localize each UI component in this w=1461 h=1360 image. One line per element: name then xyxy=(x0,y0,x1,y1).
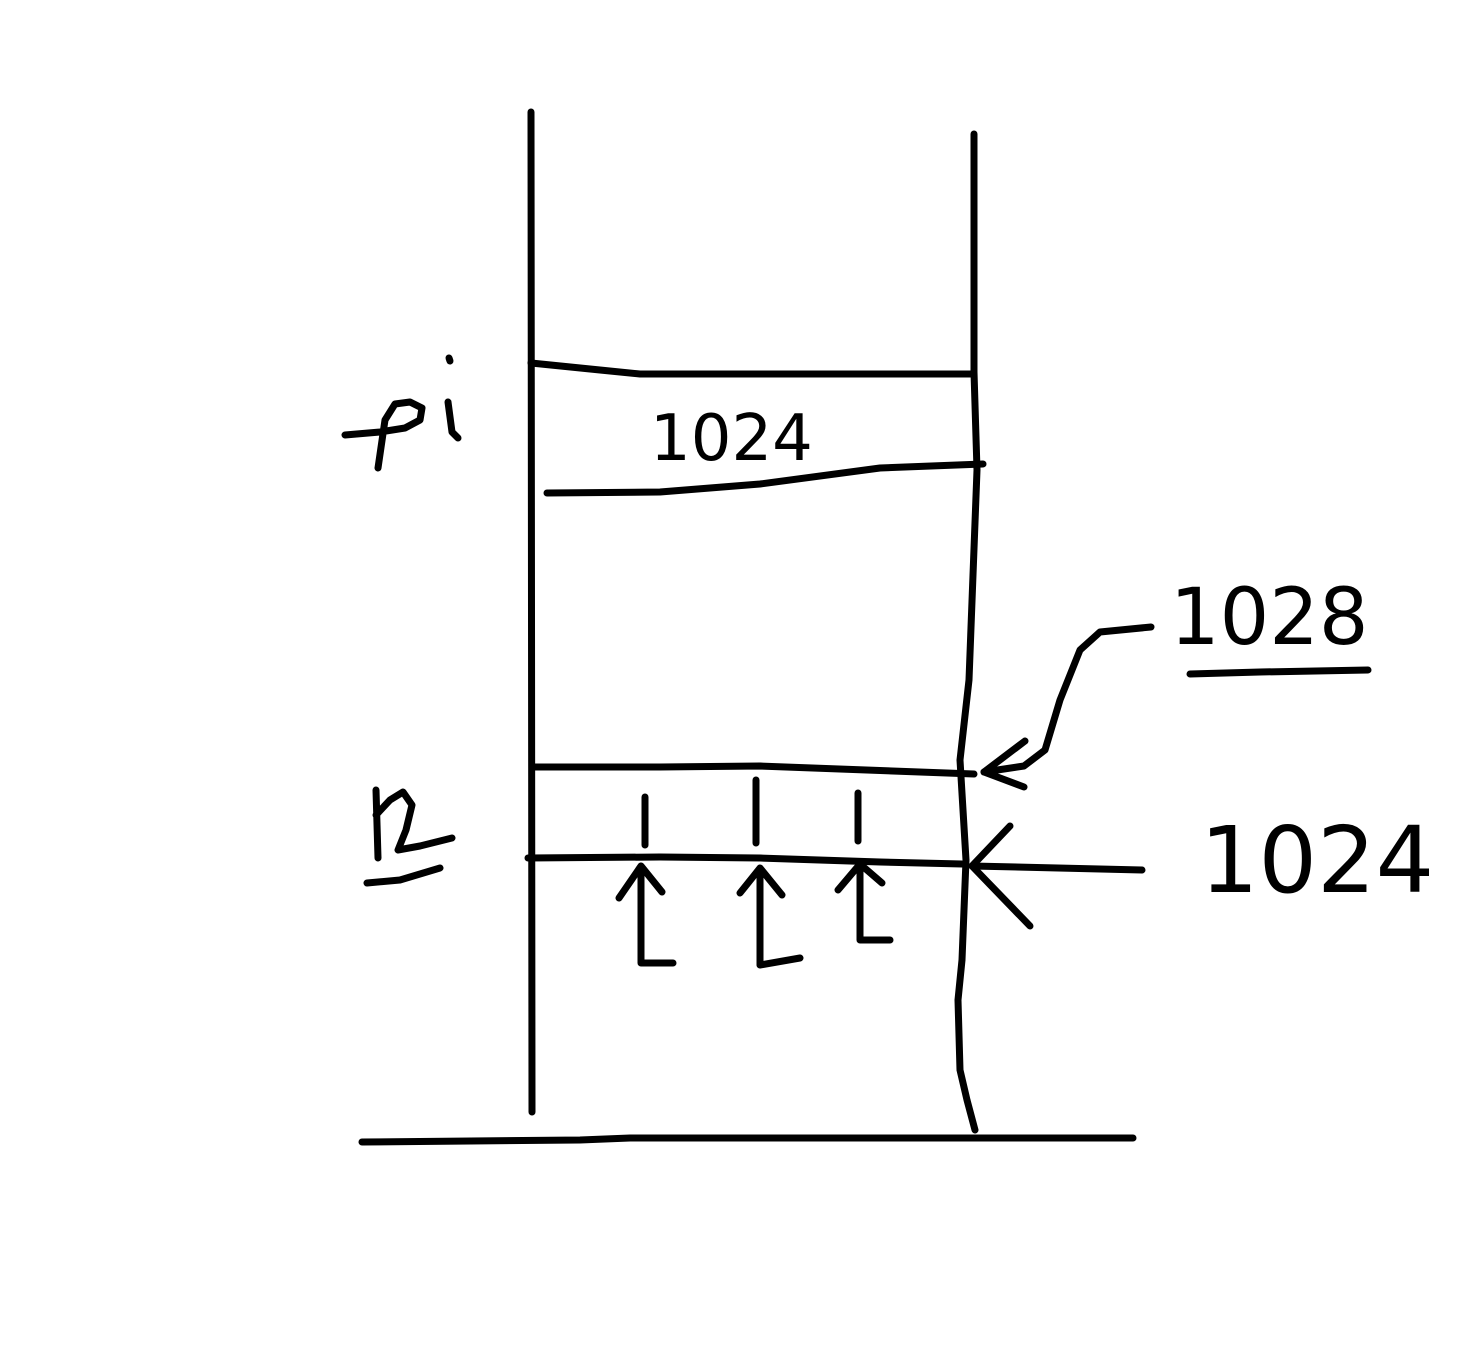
pi-glyph-i-dot xyxy=(445,354,454,365)
stack-left-wall xyxy=(527,108,536,1116)
ground-line xyxy=(358,1134,1137,1146)
label-1024-right: 1024 xyxy=(1200,807,1434,914)
arrow-1028-head xyxy=(980,737,1029,791)
arrow-1024-leader xyxy=(968,862,1146,874)
r2-up-arrow-1 xyxy=(615,862,677,967)
r2-cell-top-edge xyxy=(531,762,978,778)
r2-up-arrow-3 xyxy=(834,860,894,944)
label-1028-underline xyxy=(1186,666,1372,678)
label-1028: 1028 xyxy=(1170,573,1369,663)
pi-cell-bottom-edge xyxy=(543,460,987,497)
pi-glyph-i-stem xyxy=(444,398,462,442)
r2-up-arrow-2 xyxy=(736,864,804,969)
ink-group xyxy=(341,108,1372,1146)
arrow-1028-leader xyxy=(980,623,1155,776)
arrow-1024-head xyxy=(968,822,1034,930)
r2-cell-bottom-edge xyxy=(524,853,966,868)
stack-right-wall xyxy=(954,130,981,1134)
pi-glyph xyxy=(341,398,426,472)
r2-glyph xyxy=(372,786,456,862)
pi-cell-top-edge xyxy=(527,359,978,378)
upper-cell-value-label: 1024 xyxy=(650,402,813,476)
r2-underline xyxy=(363,864,444,887)
